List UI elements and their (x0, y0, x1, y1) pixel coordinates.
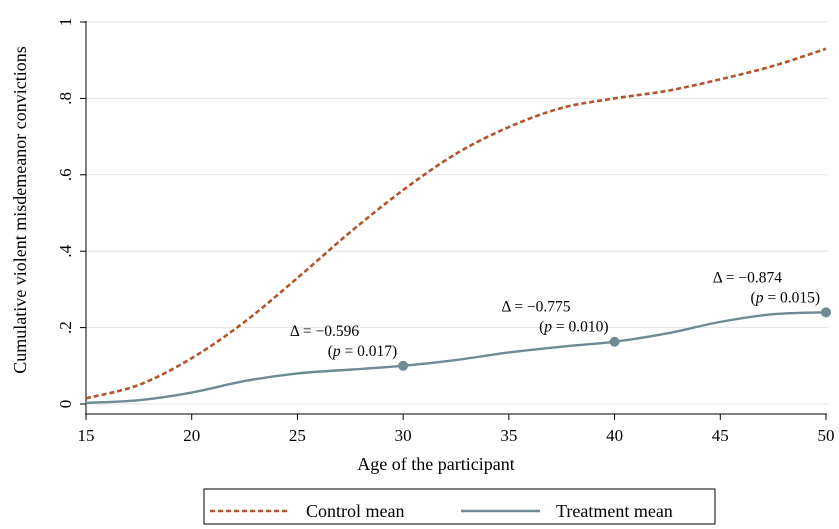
legend-box (203, 488, 716, 525)
y-ticks: 0 .2 .4 .6 .8 1 (56, 18, 86, 409)
x-ticks: 15 20 25 30 35 40 45 50 (78, 414, 835, 445)
gridlines (86, 21, 828, 405)
annotation-p-0: (p = 0.017) (328, 343, 397, 360)
annotation-p-2: (p = 0.015) (751, 289, 820, 306)
legend: Control mean Treatment mean (203, 488, 716, 525)
x-tick-label-7: 50 (818, 426, 835, 445)
markers (398, 307, 831, 371)
annotation-p-1: (p = 0.010) (539, 319, 608, 336)
annotation-delta-2: Δ = −0.874 (713, 269, 782, 286)
y-tick-label-5: 1 (56, 18, 75, 27)
series-lines (85, 47, 827, 405)
y-tick-label-1: .2 (56, 321, 75, 334)
annotation-delta-1: Δ = −0.775 (501, 299, 570, 316)
y-tick-label-3: .6 (56, 168, 75, 181)
x-tick-label-1: 20 (183, 426, 200, 445)
x-tick-label-6: 45 (712, 426, 729, 445)
series-line-treatment (85, 311, 827, 405)
x-tick-label-2: 25 (289, 426, 306, 445)
data-marker-2 (821, 307, 831, 318)
x-tick-label-0: 15 (78, 426, 95, 445)
x-axis-title: Age of the participant (357, 454, 514, 474)
data-marker-0 (398, 360, 409, 371)
x-tick-label-4: 35 (500, 426, 517, 445)
data-marker-1 (609, 336, 620, 347)
legend-label-control: Control mean (306, 501, 404, 521)
y-axis-title: Cumulative violent misdemeanor convictio… (10, 46, 30, 373)
x-tick-label-5: 40 (606, 426, 623, 445)
x-tick-label-3: 30 (395, 426, 412, 445)
axes (85, 21, 827, 415)
annotation-delta-0: Δ = −0.596 (290, 323, 359, 340)
y-tick-label-2: .4 (56, 244, 75, 257)
series-line-control (85, 47, 827, 400)
annotations: Δ = −0.596 (p = 0.017) Δ = −0.775 (p = 0.01… (290, 269, 820, 359)
legend-label-treatment: Treatment mean (556, 501, 673, 521)
y-tick-label-4: .8 (56, 92, 75, 105)
y-tick-label-0: 0 (56, 400, 75, 409)
